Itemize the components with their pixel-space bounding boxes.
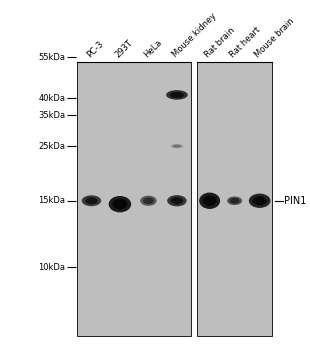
Bar (197, 62, 272, 336)
Text: PC-3: PC-3 (85, 39, 105, 59)
Text: 15kDa: 15kDa (38, 196, 65, 205)
Ellipse shape (203, 195, 216, 206)
Text: 25kDa: 25kDa (38, 142, 65, 150)
Text: Mouse brain: Mouse brain (253, 16, 296, 59)
Text: Rat brain: Rat brain (203, 26, 237, 59)
Ellipse shape (173, 145, 181, 147)
Text: 35kDa: 35kDa (38, 111, 65, 120)
Text: Rat heart: Rat heart (228, 25, 262, 59)
Ellipse shape (230, 198, 240, 204)
Ellipse shape (170, 92, 184, 98)
Text: Mouse kidney: Mouse kidney (170, 12, 218, 59)
Text: HeLa: HeLa (142, 37, 163, 59)
Ellipse shape (113, 199, 127, 210)
Ellipse shape (170, 197, 183, 204)
Ellipse shape (171, 144, 183, 148)
Text: 40kDa: 40kDa (38, 94, 65, 103)
Ellipse shape (109, 196, 131, 212)
Text: 55kDa: 55kDa (38, 53, 65, 62)
Ellipse shape (167, 195, 187, 206)
Ellipse shape (199, 193, 220, 209)
Ellipse shape (253, 196, 267, 205)
Text: 10kDa: 10kDa (38, 263, 65, 272)
Text: 293T: 293T (113, 38, 135, 59)
Ellipse shape (140, 196, 157, 206)
Ellipse shape (85, 197, 98, 204)
Text: PIN1: PIN1 (284, 196, 306, 206)
Ellipse shape (166, 90, 188, 100)
Bar (77, 62, 191, 336)
Ellipse shape (82, 195, 101, 206)
Ellipse shape (143, 197, 154, 204)
Ellipse shape (249, 194, 270, 208)
Ellipse shape (227, 196, 242, 205)
